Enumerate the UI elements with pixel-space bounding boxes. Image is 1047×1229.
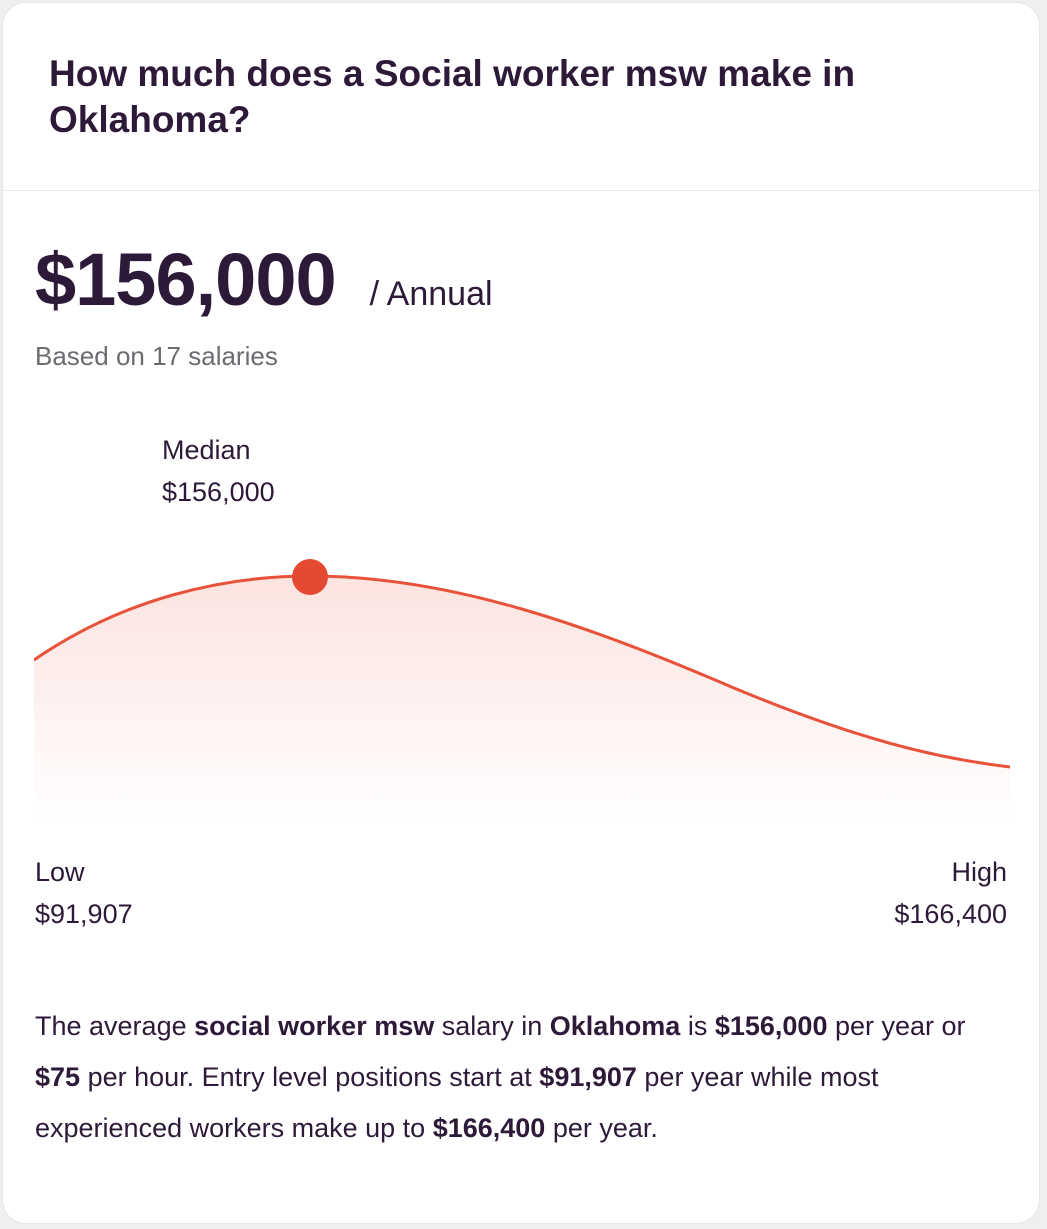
experienced-salary: $166,400 xyxy=(432,1113,546,1143)
high-label: High xyxy=(951,857,1007,887)
salary-summary-text: The average social worker msw salary in … xyxy=(35,1011,966,1143)
curve-line xyxy=(34,574,1011,769)
median-value: $156,000 xyxy=(162,477,275,507)
salary-distribution-curve xyxy=(34,559,1011,823)
card-header: How much does a Social worker msw make i… xyxy=(3,3,1039,191)
card-title: How much does a Social worker msw make i… xyxy=(49,53,856,140)
low-value: $91,907 xyxy=(35,899,133,929)
salary-summary: $156,000 / Annual xyxy=(35,235,493,325)
salary-period: / Annual xyxy=(369,275,493,313)
curve-fill-area xyxy=(34,576,1010,823)
high-value: $166,400 xyxy=(894,899,1007,929)
based-on-count: Based on 17 salaries xyxy=(35,341,278,371)
average-salary: $156,000 xyxy=(714,1011,828,1041)
median-label: Median xyxy=(162,435,251,465)
entry-salary: $91,907 xyxy=(539,1062,637,1092)
location: Oklahoma xyxy=(549,1011,681,1041)
job-title: social worker msw xyxy=(194,1011,435,1041)
low-label: Low xyxy=(35,857,85,887)
median-marker[interactable] xyxy=(292,559,328,595)
hourly-rate: $75 xyxy=(35,1062,81,1092)
salary-amount: $156,000 xyxy=(35,238,337,321)
